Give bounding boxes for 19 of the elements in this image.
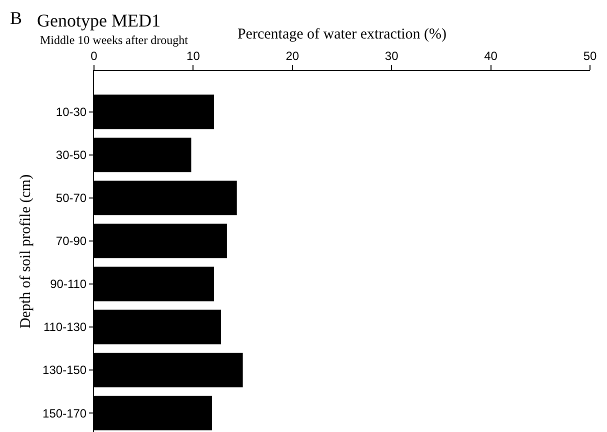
chart-title: Genotype MED1	[37, 10, 160, 30]
y-tick-label: 110-130	[43, 320, 87, 334]
y-tick-label: 70-90	[56, 234, 87, 248]
x-tick-label: 20	[286, 49, 300, 64]
y-tick-label: 30-50	[56, 148, 87, 162]
y-tick-label: 50-70	[56, 191, 87, 206]
x-tick-label: 30	[384, 49, 399, 64]
chart-subtitle: Middle 10 weeks after drought	[40, 33, 189, 47]
y-tick-label: 150-170	[42, 406, 87, 420]
y-axis-title: Depth of soil profile (cm)	[18, 174, 34, 329]
x-tick-label: 40	[484, 49, 498, 64]
y-tick-label: 130-150	[42, 363, 87, 378]
x-axis-title: Percentage of water extraction (%)	[237, 26, 447, 42]
y-tick-label: 10-30	[56, 105, 87, 120]
y-tick-label: 90-110	[50, 277, 87, 292]
x-tick-label: 50	[583, 49, 597, 64]
x-tick-label: 0	[90, 49, 98, 64]
x-tick-label: 10	[186, 49, 200, 64]
text: B	[10, 8, 22, 28]
